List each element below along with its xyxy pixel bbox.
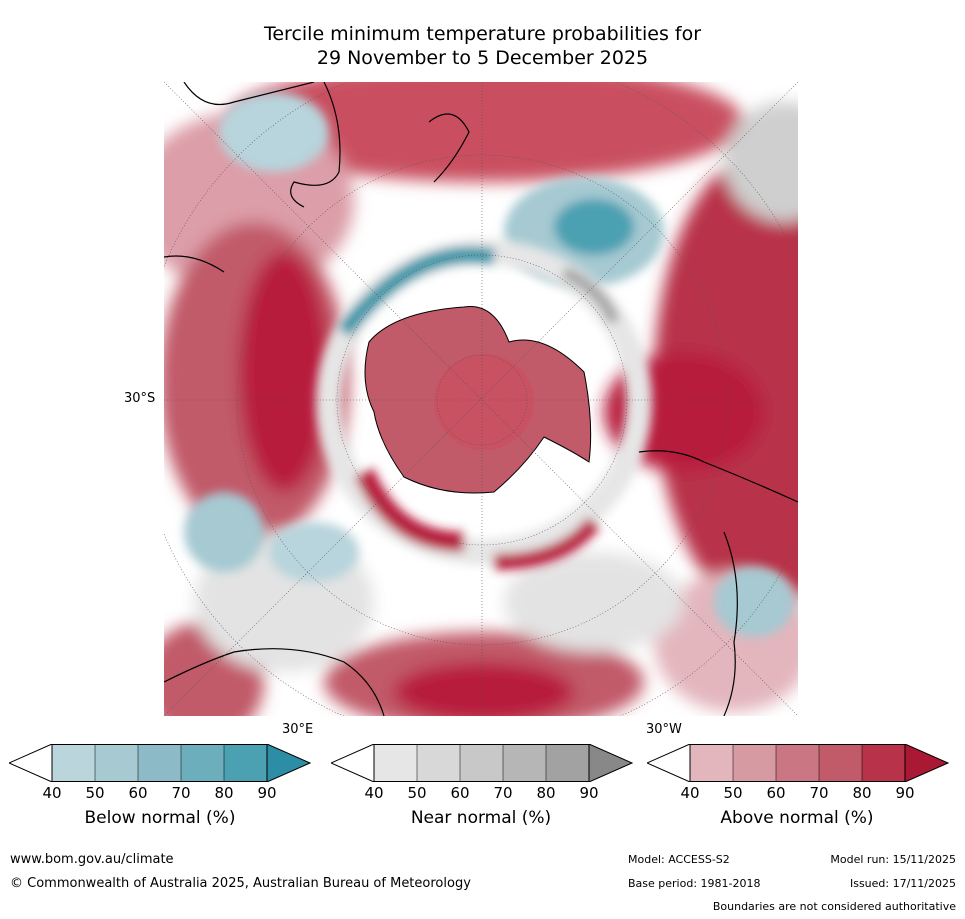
below-bin-70-80 <box>181 744 224 782</box>
model-run-text: Model run: 15/11/2025 <box>830 853 956 866</box>
near-bin-60-70 <box>460 744 503 782</box>
longitude-label-30w: 30°W <box>646 722 682 737</box>
below-bin-40-50 <box>52 744 95 782</box>
above-bin-under <box>647 744 691 782</box>
colorbar-below-svg <box>9 744 311 782</box>
near-bin-50-60 <box>417 744 460 782</box>
near-normal-title: Near normal (%) <box>410 808 552 828</box>
above-bin-60-70 <box>776 744 819 782</box>
colorbar-near-svg <box>331 744 633 782</box>
below-normal-arc <box>337 246 496 337</box>
near-over-outline <box>588 744 633 782</box>
below-over-outline <box>266 744 311 782</box>
above-tick-90: 90 <box>895 784 915 802</box>
graticule-circle-3 <box>236 154 728 646</box>
above-bar-outline <box>689 744 906 782</box>
below-tick-70: 70 <box>171 784 191 802</box>
below-bar-outline <box>51 744 268 782</box>
latitude-label-30s: 30°S <box>124 391 156 406</box>
coast-africa-tip <box>164 255 225 273</box>
probability-map <box>164 82 798 716</box>
coast-south-america <box>638 450 798 503</box>
below-bin-50-60 <box>95 744 138 782</box>
above-bin-80-90 <box>862 744 905 782</box>
below-normal-title: Below normal (%) <box>84 808 236 828</box>
disclaimer-text: Boundaries are not considered authoritat… <box>712 900 956 913</box>
above-bin-40-50 <box>690 744 733 782</box>
below-tick-50: 50 <box>85 784 105 802</box>
title-line-2: 29 November to 5 December 2025 <box>316 47 649 69</box>
above-bin-70-80 <box>819 744 862 782</box>
field-near-s <box>504 552 684 652</box>
near-bin-over <box>589 744 632 782</box>
antarctica-interior <box>434 354 534 450</box>
below-bin-80-90 <box>224 744 267 782</box>
near-tick-60: 60 <box>450 784 470 802</box>
field-above-north <box>224 82 744 182</box>
near-tick-50: 50 <box>407 784 427 802</box>
below-bin-under <box>9 744 53 782</box>
coastlines <box>164 82 798 716</box>
copyright-text: © Commonwealth of Australia 2025, Austra… <box>10 876 471 891</box>
below-bin-60-70 <box>138 744 181 782</box>
website-link[interactable]: www.bom.gov.au/climate <box>10 852 174 867</box>
coast-sa-east <box>723 531 738 716</box>
below-patch-nw <box>219 92 329 172</box>
graticule-line-diagonal-2 <box>164 82 798 716</box>
above-tick-60: 60 <box>766 784 786 802</box>
below-patch-sw <box>269 522 359 582</box>
near-tick-80: 80 <box>536 784 556 802</box>
near-bin-80-90 <box>546 744 589 782</box>
coast-south <box>164 648 385 716</box>
graticule-line-diagonal-1 <box>164 82 798 716</box>
near-tick-90: 90 <box>579 784 599 802</box>
near-bin-70-80 <box>503 744 546 782</box>
below-patch-se <box>714 567 794 637</box>
longitude-label-30e: 30°E <box>282 722 314 737</box>
above-tick-70: 70 <box>809 784 829 802</box>
title-line-1: Tercile minimum temperature probabilitie… <box>263 23 702 45</box>
above-over-outline <box>904 744 949 782</box>
near-tick-40: 40 <box>364 784 384 802</box>
colorbar-above-svg <box>647 744 949 782</box>
coast-australia <box>290 82 341 208</box>
above-bin-50-60 <box>733 744 776 782</box>
graticule <box>164 82 798 716</box>
field-near-ne <box>724 102 798 222</box>
above-normal-arc-south <box>493 516 601 570</box>
coast-new-zealand <box>428 113 470 183</box>
field-above-west-core <box>239 252 329 492</box>
above-normal-title: Above normal (%) <box>720 808 874 828</box>
issued-text: Issued: 17/11/2025 <box>849 877 956 890</box>
below-patch-w <box>184 492 264 572</box>
below-tick-90: 90 <box>257 784 277 802</box>
below-tick-40: 40 <box>42 784 62 802</box>
field-above-south-core <box>394 662 574 716</box>
above-tick-40: 40 <box>680 784 700 802</box>
near-normal-arc-ne <box>561 266 620 325</box>
model-text: Model: ACCESS-S2 <box>628 853 730 866</box>
below-tick-60: 60 <box>128 784 148 802</box>
near-bar-outline <box>373 744 590 782</box>
below-bin-over <box>267 744 310 782</box>
below-tick-80: 80 <box>214 784 234 802</box>
near-bin-40-50 <box>374 744 417 782</box>
below-core-ne <box>554 199 634 255</box>
near-bin-under <box>331 744 375 782</box>
base-period-text: Base period: 1981-2018 <box>628 877 761 890</box>
near-tick-70: 70 <box>493 784 513 802</box>
above-tick-80: 80 <box>852 784 872 802</box>
above-bin-over <box>905 744 948 782</box>
map-svg <box>164 82 798 716</box>
coast-nw <box>183 82 315 106</box>
above-tick-50: 50 <box>723 784 743 802</box>
chart-title: Tercile minimum temperature probabilitie… <box>0 22 965 70</box>
